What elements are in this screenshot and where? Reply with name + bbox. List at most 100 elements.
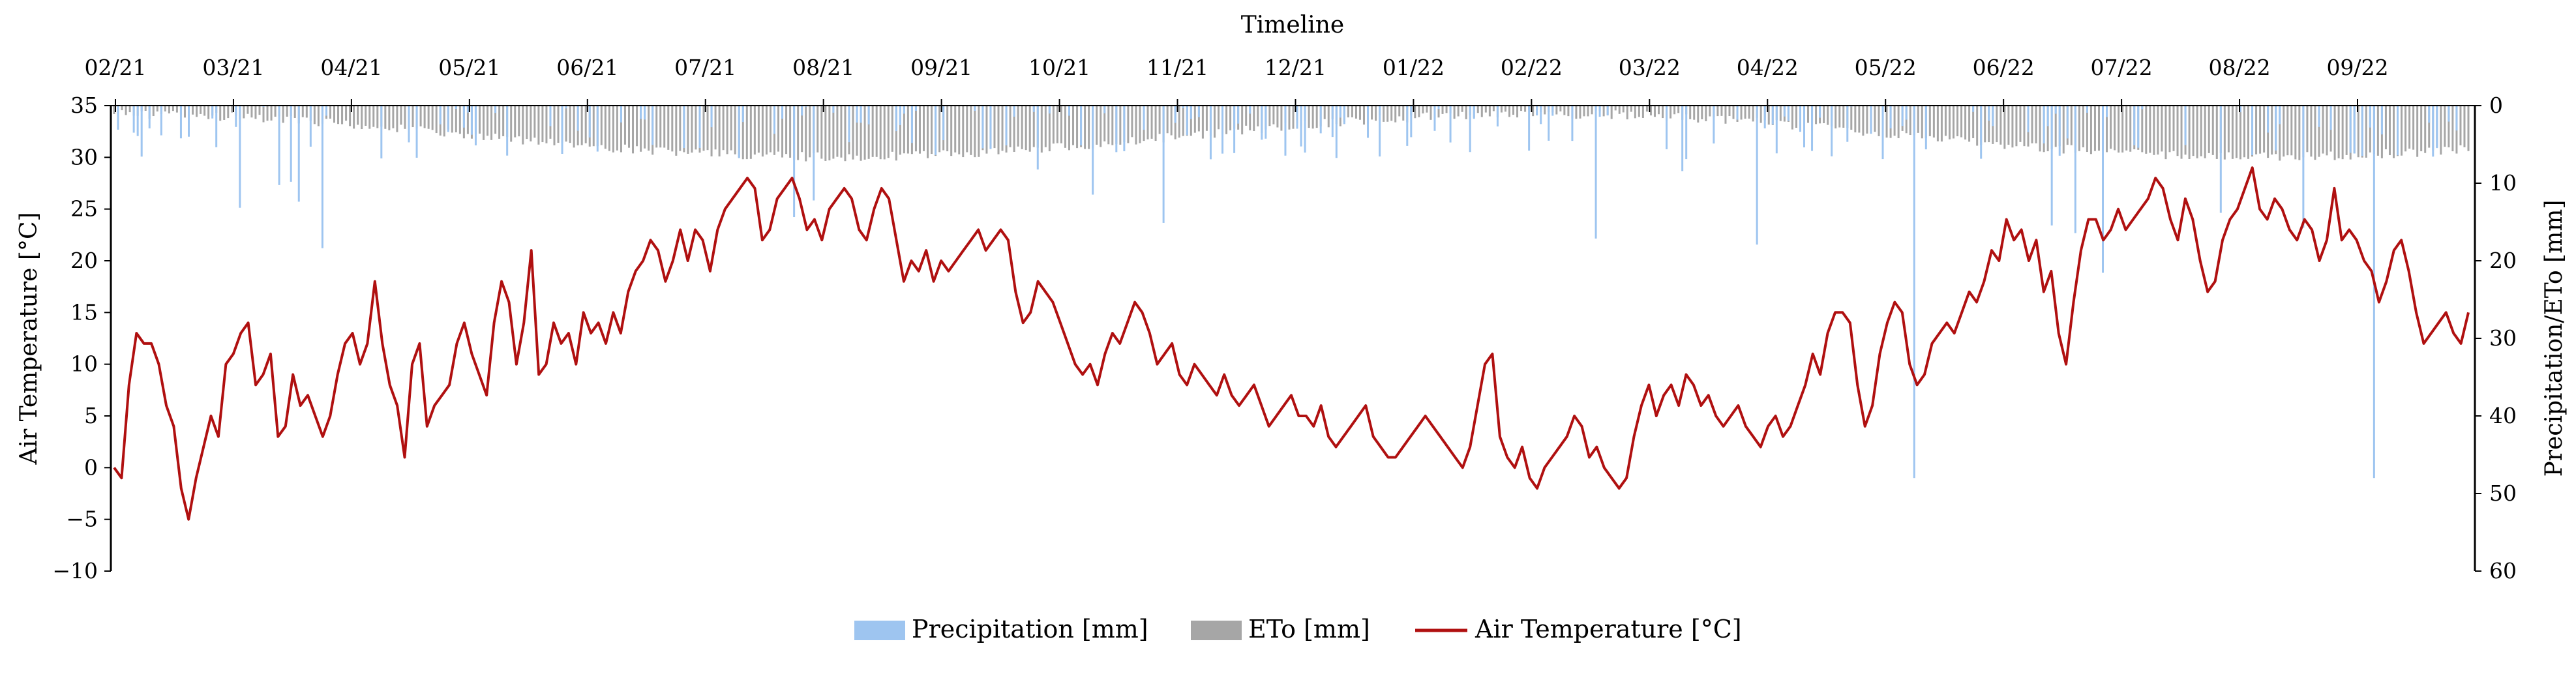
- eto-bar: [1197, 106, 1200, 132]
- eto-bar: [592, 106, 595, 147]
- precip-bar: [1197, 106, 1200, 117]
- precip-bar: [439, 106, 442, 125]
- eto-bar: [2149, 106, 2151, 153]
- precip-bar: [910, 106, 913, 143]
- precip-bar: [117, 106, 119, 130]
- eto-bar: [483, 106, 485, 140]
- eto-bar: [923, 106, 925, 151]
- eto-bar: [1201, 106, 1204, 139]
- precip-bar: [1473, 106, 1475, 119]
- eto-bar: [2078, 106, 2080, 151]
- precip-bar: [974, 106, 976, 111]
- eto-bar: [1315, 106, 1318, 128]
- eto-bar: [584, 106, 587, 143]
- eto-bar: [1355, 106, 1357, 119]
- eto-bar: [250, 106, 253, 118]
- eto-bar: [341, 106, 344, 125]
- precip-bar: [2436, 106, 2438, 149]
- eto-bar: [2011, 106, 2014, 148]
- eto-bar: [1897, 106, 1900, 138]
- precip-bar: [867, 106, 870, 125]
- eto-bar: [1154, 106, 1157, 141]
- precip-bar: [781, 106, 784, 119]
- right-tick-label: 50: [2489, 480, 2517, 506]
- eto-bar: [1249, 106, 1251, 130]
- eto-bar: [1662, 106, 1664, 119]
- eto-bar: [1559, 106, 1562, 111]
- precip-bar: [1548, 106, 1550, 141]
- eto-bar: [2121, 106, 2124, 153]
- eto-bar: [270, 106, 273, 121]
- eto-bar: [1386, 106, 1389, 122]
- eto-bar: [1311, 106, 1314, 129]
- eto-bar: [1630, 106, 1632, 112]
- precip-bar: [942, 106, 945, 141]
- eto-bar: [1748, 106, 1750, 119]
- precip-bar: [2027, 106, 2029, 132]
- eto-bar: [376, 106, 379, 128]
- eto-bar: [1697, 106, 1700, 123]
- eto-bar: [1308, 106, 1310, 128]
- eto-bar: [1390, 106, 1393, 121]
- eto-bar: [918, 106, 921, 154]
- x-tick-label: 08/21: [792, 55, 854, 80]
- eto-bar: [702, 106, 705, 151]
- precip-bar: [1410, 106, 1413, 138]
- eto-bar: [679, 106, 681, 151]
- precip-bar: [1304, 106, 1306, 153]
- eto-bar: [1508, 106, 1510, 117]
- eto-bar: [2341, 106, 2344, 160]
- eto-bar: [1858, 106, 1861, 133]
- eto-bar: [2200, 106, 2202, 156]
- precip-bar: [1783, 106, 1786, 117]
- eto-bar: [227, 106, 230, 119]
- eto-bar: [659, 106, 662, 148]
- right-tick-label: 30: [2489, 325, 2517, 351]
- eto-bar: [1641, 106, 1644, 118]
- eto-bar: [1241, 106, 1244, 135]
- x-tick-label: 06/21: [556, 55, 618, 80]
- eto-bar: [494, 106, 497, 134]
- eto-bar: [1701, 106, 1703, 119]
- eto-bar: [2279, 106, 2281, 161]
- eto-bar: [860, 106, 862, 161]
- precip-bar: [1598, 106, 1601, 117]
- eto-bar: [1107, 106, 1110, 145]
- precip-bar: [1913, 106, 1915, 479]
- precip-bar: [935, 106, 937, 155]
- precip-bar: [813, 106, 815, 201]
- eto-bar: [2451, 106, 2454, 152]
- right-tick-label: 20: [2489, 248, 2517, 273]
- eto-bar: [2298, 106, 2301, 160]
- eto-bar: [451, 106, 453, 133]
- eto-bar: [1190, 106, 1192, 136]
- eto-bar: [1072, 106, 1075, 145]
- precip-bar: [899, 106, 901, 126]
- eto-bar: [2211, 106, 2214, 155]
- eto-bar: [2337, 106, 2340, 158]
- eto-bar: [726, 106, 728, 155]
- eto-bar: [914, 106, 917, 152]
- eto-bar: [2054, 106, 2057, 147]
- precip-bar: [1925, 106, 1927, 150]
- eto-bar: [2263, 106, 2266, 153]
- eto-bar: [128, 106, 131, 113]
- eto-bar: [2089, 106, 2092, 155]
- eto-bar: [1500, 106, 1503, 113]
- eto-bar: [152, 106, 155, 117]
- eto-bar: [2448, 106, 2450, 148]
- eto-bar: [1476, 106, 1479, 113]
- precip-bar: [1221, 106, 1224, 154]
- eto-bar: [305, 106, 308, 118]
- legend-precip-swatch: [854, 621, 905, 640]
- eto-bar: [125, 106, 127, 115]
- eto-bar: [392, 106, 395, 128]
- eto-bar: [600, 106, 603, 145]
- eto-bar: [761, 106, 764, 157]
- precip-bar: [651, 106, 654, 145]
- precip-bar: [1036, 106, 1039, 170]
- precip-bar: [2279, 106, 2281, 125]
- precip-bar: [506, 106, 509, 156]
- eto-bar: [1885, 106, 1888, 138]
- eto-bar: [2345, 106, 2348, 155]
